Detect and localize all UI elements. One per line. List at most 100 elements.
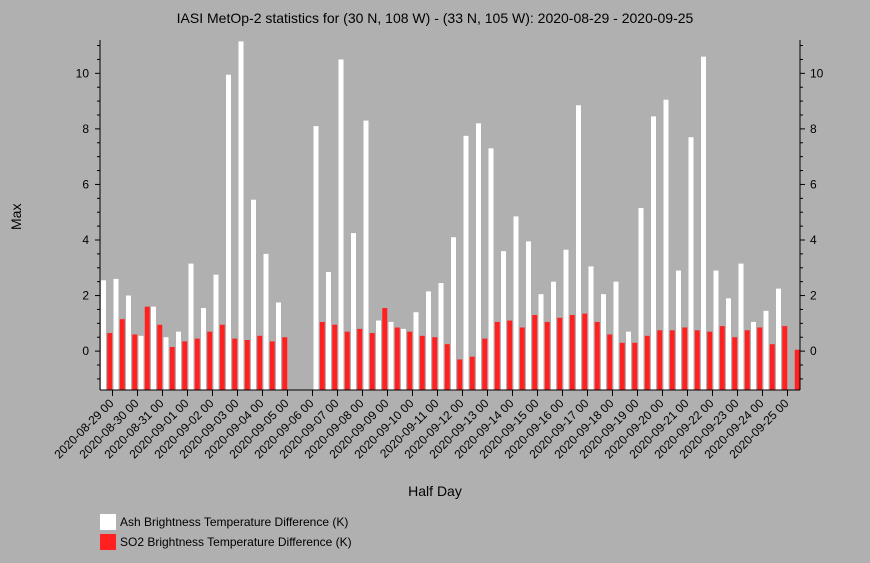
ash-bar	[638, 208, 644, 390]
ash-bar	[276, 302, 281, 390]
so2-bar	[794, 349, 800, 390]
ash-bar	[188, 263, 194, 390]
so2-bar	[557, 317, 563, 390]
so2-bar	[519, 327, 525, 390]
ash-bar	[563, 249, 569, 390]
y-tick-label-left: 0	[82, 344, 89, 358]
so2-bar	[594, 321, 600, 390]
ash-bar	[513, 216, 519, 390]
ash-bar	[576, 105, 581, 391]
y-tick-label-right: 4	[810, 233, 817, 247]
so2-bar	[132, 334, 138, 390]
y-tick-label-right: 2	[810, 289, 817, 303]
so2-bar	[507, 320, 513, 390]
y-tick-label-left: 4	[82, 233, 89, 247]
so2-bar	[357, 328, 363, 390]
so2-bar	[769, 344, 775, 390]
ash-bar	[776, 288, 781, 390]
so2-bar	[369, 333, 375, 390]
so2-bar	[532, 315, 538, 390]
so2-bar	[332, 324, 338, 390]
so2-bar	[707, 331, 713, 390]
ash-bar	[338, 59, 344, 390]
legend-item-ash: Ash Brightness Temperature Difference (K…	[100, 512, 352, 532]
ash-bar	[351, 233, 356, 390]
so2-bar	[569, 315, 575, 390]
y-tick-label-right: 6	[810, 177, 817, 191]
so2-bar	[419, 335, 425, 390]
ash-bar	[451, 237, 456, 390]
so2-bar	[319, 321, 325, 390]
so2-bar	[544, 321, 550, 390]
so2-bar	[782, 326, 788, 390]
so2-bar	[432, 337, 438, 390]
ash-bar	[651, 116, 656, 390]
so2-bar	[169, 346, 175, 390]
ash-bar	[313, 126, 319, 390]
so2-bar	[144, 306, 150, 390]
so2-bar	[107, 333, 113, 390]
y-axis-label: Max	[8, 203, 24, 230]
so2-bar	[619, 342, 625, 390]
so2-bar	[732, 337, 738, 390]
so2-bar	[219, 324, 225, 390]
ash-bar	[426, 291, 431, 390]
ash-bar	[488, 148, 494, 390]
so2-bar	[232, 338, 238, 390]
so2-bar	[494, 321, 500, 390]
so2-bar	[194, 338, 200, 390]
so2-bar	[757, 327, 763, 390]
y-tick-label-left: 10	[76, 66, 90, 80]
so2-bar	[394, 327, 400, 390]
ash-bar	[388, 321, 394, 390]
ash-bar	[263, 253, 269, 390]
so2-bar	[257, 335, 263, 390]
ash-bar	[501, 251, 506, 390]
y-tick-label-left: 2	[82, 289, 89, 303]
so2-bar	[744, 330, 750, 390]
so2-bar	[482, 338, 488, 390]
ash-bar	[676, 270, 681, 390]
so2-bar	[682, 327, 688, 390]
so2-bar	[719, 326, 725, 390]
so2-bar	[657, 330, 663, 390]
ash-bar	[251, 199, 256, 390]
so2-bar	[157, 324, 163, 390]
ash-bar	[588, 266, 594, 390]
ash-bar	[551, 281, 556, 390]
so2-bar	[669, 330, 675, 390]
y-tick-label-right: 8	[810, 122, 817, 136]
ash-bar	[163, 337, 169, 390]
legend-item-so2: SO2 Brightness Temperature Difference (K…	[100, 532, 352, 552]
ash-bar	[176, 331, 181, 390]
so2-bar	[444, 344, 450, 390]
so2-bar	[119, 319, 125, 390]
so2-bar	[694, 330, 700, 390]
so2-bar	[457, 359, 463, 390]
y-tick-label-left: 6	[82, 177, 89, 191]
so2-bar	[407, 331, 413, 390]
legend-swatch-so2	[100, 534, 116, 550]
ash-bar	[613, 281, 619, 390]
y-tick-label-right: 10	[810, 66, 824, 80]
ash-bar	[763, 310, 769, 390]
ash-bar	[726, 298, 731, 390]
so2-bar	[607, 334, 613, 390]
ash-bar	[751, 321, 756, 390]
chart-title: IASI MetOp-2 statistics for (30 N, 108 W…	[176, 10, 694, 26]
so2-bar	[282, 337, 288, 390]
ash-bar	[626, 331, 631, 390]
ash-bar	[713, 270, 719, 390]
ash-bar	[326, 271, 331, 390]
ash-bar	[476, 123, 481, 390]
y-tick-label-right: 0	[810, 344, 817, 358]
legend-label-so2: SO2 Brightness Temperature Difference (K…	[120, 535, 352, 549]
ash-bar	[126, 295, 131, 390]
ash-bar	[138, 335, 144, 390]
ash-bar	[601, 294, 606, 390]
legend-label-ash: Ash Brightness Temperature Difference (K…	[120, 515, 349, 529]
ash-bar	[738, 263, 744, 390]
ash-bar	[226, 74, 231, 390]
ash-bar	[376, 320, 381, 390]
